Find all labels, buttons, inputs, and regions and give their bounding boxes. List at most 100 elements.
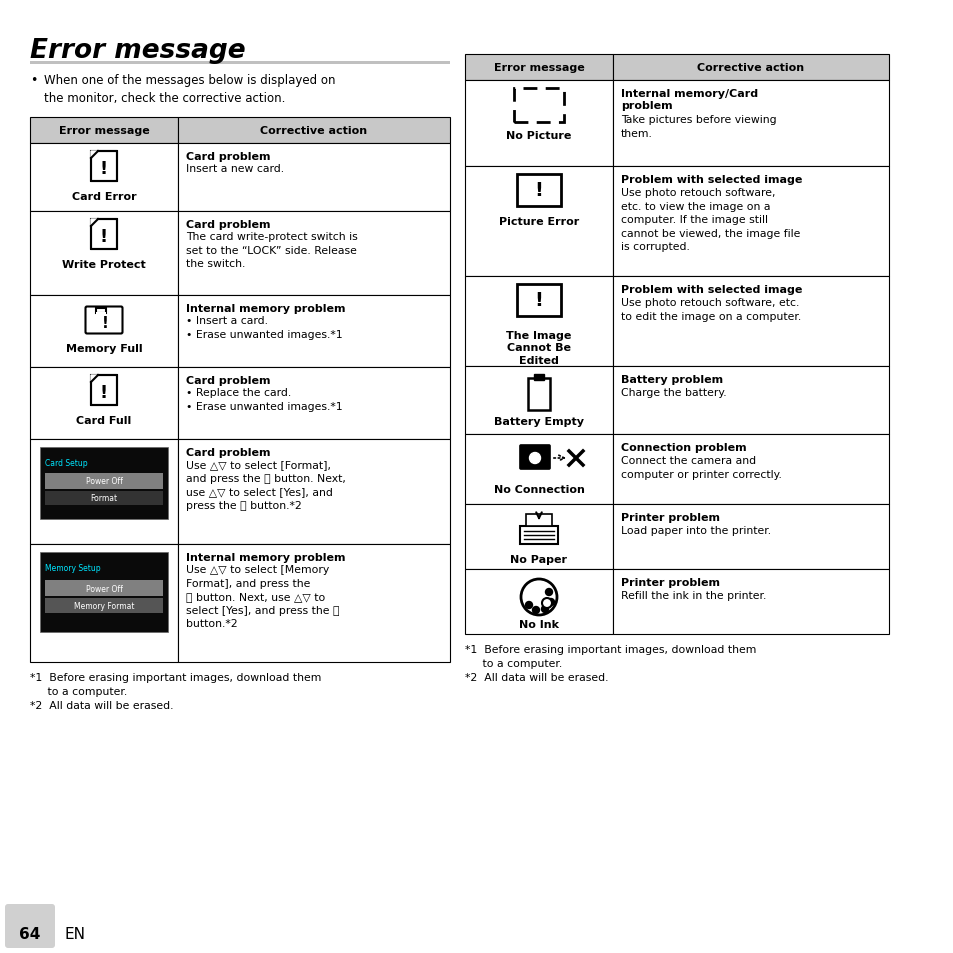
Polygon shape <box>91 375 98 382</box>
Text: •: • <box>30 74 37 87</box>
Bar <box>464 569 613 635</box>
Text: 64: 64 <box>19 926 41 942</box>
Text: No Picture: No Picture <box>506 131 571 141</box>
Bar <box>30 62 450 65</box>
Text: Memory Format: Memory Format <box>73 601 134 610</box>
Text: !: ! <box>534 292 543 310</box>
Text: Load paper into the printer.: Load paper into the printer. <box>620 525 770 536</box>
Text: *2  All data will be erased.: *2 All data will be erased. <box>30 700 173 710</box>
Bar <box>178 439 450 544</box>
Text: !: ! <box>100 228 108 246</box>
Text: Use photo retouch software,
etc. to view the image on a
computer. If the image s: Use photo retouch software, etc. to view… <box>620 188 800 253</box>
Text: Corrective action: Corrective action <box>260 126 367 136</box>
Text: Battery problem: Battery problem <box>620 375 722 385</box>
Bar <box>45 474 163 490</box>
Text: !: ! <box>534 181 543 200</box>
Text: Use △▽ to select [Memory
Format], and press the
Ⓞ button. Next, use △▽ to
select: Use △▽ to select [Memory Format], and pr… <box>186 564 339 629</box>
Text: The card write-protect switch is
set to the “LOCK” side. Release
the switch.: The card write-protect switch is set to … <box>186 232 357 269</box>
Bar <box>178 368 450 439</box>
FancyBboxPatch shape <box>5 904 55 948</box>
Bar <box>40 448 168 519</box>
Bar <box>613 504 888 569</box>
Text: Write Protect: Write Protect <box>62 260 146 270</box>
Text: Internal memory problem: Internal memory problem <box>186 304 345 314</box>
Bar <box>613 569 888 635</box>
Text: !: ! <box>101 315 109 330</box>
Text: Printer problem: Printer problem <box>620 513 720 522</box>
Bar <box>464 276 613 367</box>
Bar <box>30 118 178 144</box>
Text: Problem with selected image: Problem with selected image <box>620 174 801 185</box>
Text: !: ! <box>100 160 108 178</box>
Bar <box>464 367 613 435</box>
Bar <box>464 167 613 276</box>
Bar <box>464 435 613 504</box>
Bar <box>30 212 178 295</box>
Text: Error message: Error message <box>493 63 584 73</box>
Bar <box>45 598 163 614</box>
Text: Picture Error: Picture Error <box>498 216 578 227</box>
Bar <box>517 174 560 207</box>
Bar <box>30 144 178 212</box>
Circle shape <box>545 589 552 596</box>
Text: Connection problem: Connection problem <box>620 442 746 453</box>
Text: Refill the ink in the printer.: Refill the ink in the printer. <box>620 590 765 600</box>
Text: Memory Full: Memory Full <box>66 344 142 354</box>
Bar <box>613 167 888 276</box>
Text: Card problem: Card problem <box>186 375 271 386</box>
Bar <box>517 285 560 316</box>
Bar <box>178 118 450 144</box>
Bar <box>178 212 450 295</box>
Text: Card problem: Card problem <box>186 220 271 230</box>
Bar <box>96 309 106 314</box>
Text: The Image
Cannot Be
Edited: The Image Cannot Be Edited <box>506 331 571 365</box>
Bar <box>91 152 117 182</box>
Text: Card Full: Card Full <box>76 416 132 426</box>
Bar <box>464 504 613 569</box>
Text: Internal memory problem: Internal memory problem <box>186 553 345 562</box>
Bar <box>178 144 450 212</box>
Text: Card Error: Card Error <box>71 192 136 202</box>
Bar <box>178 544 450 662</box>
Text: Corrective action: Corrective action <box>697 63 803 73</box>
Text: Printer problem: Printer problem <box>620 578 720 587</box>
Text: No Ink: No Ink <box>518 619 558 629</box>
Bar <box>527 378 550 411</box>
Circle shape <box>541 606 548 613</box>
Text: Charge the battery.: Charge the battery. <box>620 388 726 397</box>
Text: Card problem: Card problem <box>186 448 271 457</box>
Bar <box>96 313 106 315</box>
Circle shape <box>525 602 532 609</box>
Bar <box>525 515 552 526</box>
FancyBboxPatch shape <box>86 307 122 335</box>
FancyBboxPatch shape <box>519 446 550 470</box>
Text: Error message: Error message <box>30 38 245 64</box>
Text: Power Off: Power Off <box>86 584 122 593</box>
Text: Internal memory/Card
problem: Internal memory/Card problem <box>620 89 758 112</box>
Bar <box>613 81 888 167</box>
Text: Memory Setup: Memory Setup <box>45 563 100 573</box>
Text: Use photo retouch software, etc.
to edit the image on a computer.: Use photo retouch software, etc. to edit… <box>620 297 801 321</box>
Bar <box>534 375 543 380</box>
Bar <box>524 447 533 451</box>
Circle shape <box>529 453 540 464</box>
Text: • Replace the card.
• Erase unwanted images.*1: • Replace the card. • Erase unwanted ima… <box>186 388 342 411</box>
Text: Power Off: Power Off <box>86 477 122 486</box>
Text: Card problem: Card problem <box>186 152 271 162</box>
Bar <box>30 295 178 368</box>
Text: Connect the camera and
computer or printer correctly.: Connect the camera and computer or print… <box>620 456 781 479</box>
Bar <box>613 435 888 504</box>
Bar <box>464 55 613 81</box>
Text: *1  Before erasing important images, download them
     to a computer.: *1 Before erasing important images, down… <box>464 644 756 668</box>
Bar <box>91 220 117 250</box>
Circle shape <box>547 598 554 606</box>
Polygon shape <box>91 220 98 227</box>
Text: Use △▽ to select [Format],
and press the Ⓞ button. Next,
use △▽ to select [Yes],: Use △▽ to select [Format], and press the… <box>186 459 346 510</box>
Text: When one of the messages below is displayed on
the monitor, check the corrective: When one of the messages below is displa… <box>44 74 335 105</box>
Text: EN: EN <box>64 926 85 942</box>
Text: Format: Format <box>91 494 117 503</box>
Bar <box>464 81 613 167</box>
Bar <box>45 580 163 597</box>
Bar <box>30 368 178 439</box>
Text: *2  All data will be erased.: *2 All data will be erased. <box>464 672 608 682</box>
